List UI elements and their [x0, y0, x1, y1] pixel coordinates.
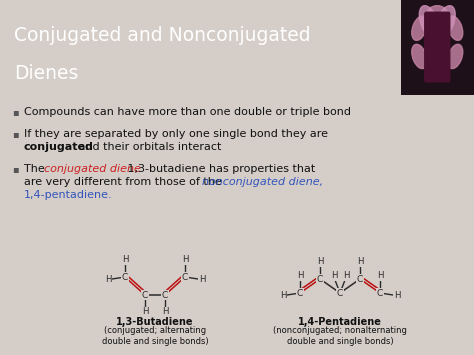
Text: C: C [377, 289, 383, 297]
Text: Conjugated and Nonconjugated: Conjugated and Nonconjugated [14, 26, 310, 45]
Text: conjugated: conjugated [24, 142, 94, 152]
Ellipse shape [447, 44, 463, 69]
Text: H: H [280, 290, 286, 300]
Text: C: C [357, 274, 363, 284]
Text: H: H [142, 307, 148, 317]
Text: H: H [122, 256, 128, 264]
Ellipse shape [412, 44, 427, 69]
Text: H: H [182, 256, 188, 264]
Text: 1,4-Pentadiene: 1,4-Pentadiene [298, 317, 382, 327]
Text: The: The [24, 164, 48, 174]
Ellipse shape [427, 6, 447, 23]
Text: H: H [297, 272, 303, 280]
Ellipse shape [436, 6, 455, 38]
Text: C: C [297, 289, 303, 297]
Text: C: C [182, 273, 188, 282]
Text: (conjugated; alternating
double and single bonds): (conjugated; alternating double and sing… [102, 326, 208, 346]
Text: and their orbitals interact: and their orbitals interact [75, 142, 221, 152]
Text: ▪: ▪ [12, 164, 18, 174]
Text: C: C [317, 274, 323, 284]
Text: (nonconjugated; nonalternating
double and single bonds): (nonconjugated; nonalternating double an… [273, 326, 407, 346]
Text: C: C [142, 290, 148, 300]
FancyBboxPatch shape [425, 12, 450, 82]
Text: H: H [199, 274, 205, 284]
Text: ▪: ▪ [12, 129, 18, 139]
Text: C: C [122, 273, 128, 282]
Text: nonconjugated diene,: nonconjugated diene, [202, 177, 323, 187]
Ellipse shape [447, 16, 463, 40]
Ellipse shape [419, 6, 439, 38]
Text: conjugated diene: conjugated diene [44, 164, 141, 174]
Ellipse shape [412, 16, 427, 40]
Text: H: H [162, 307, 168, 317]
Text: 1,4-pentadiene.: 1,4-pentadiene. [24, 190, 113, 200]
Text: H: H [377, 272, 383, 280]
Text: H: H [331, 272, 337, 280]
Text: H: H [317, 257, 323, 267]
Text: are very different from those of the: are very different from those of the [24, 177, 225, 187]
Text: H: H [343, 272, 349, 280]
Text: If they are separated by only one single bond they are: If they are separated by only one single… [24, 129, 328, 139]
Text: 1,3-Butadiene: 1,3-Butadiene [116, 317, 194, 327]
Text: H: H [394, 290, 400, 300]
Ellipse shape [427, 62, 447, 79]
Text: C: C [162, 290, 168, 300]
Text: ▪: ▪ [12, 107, 18, 117]
Text: 1,3-butadiene has properties that: 1,3-butadiene has properties that [124, 164, 315, 174]
Text: H: H [105, 274, 111, 284]
Text: Dienes: Dienes [14, 64, 78, 83]
Text: C: C [337, 289, 343, 297]
Text: H: H [357, 257, 363, 267]
Text: Compounds can have more than one double or triple bond: Compounds can have more than one double … [24, 107, 351, 117]
